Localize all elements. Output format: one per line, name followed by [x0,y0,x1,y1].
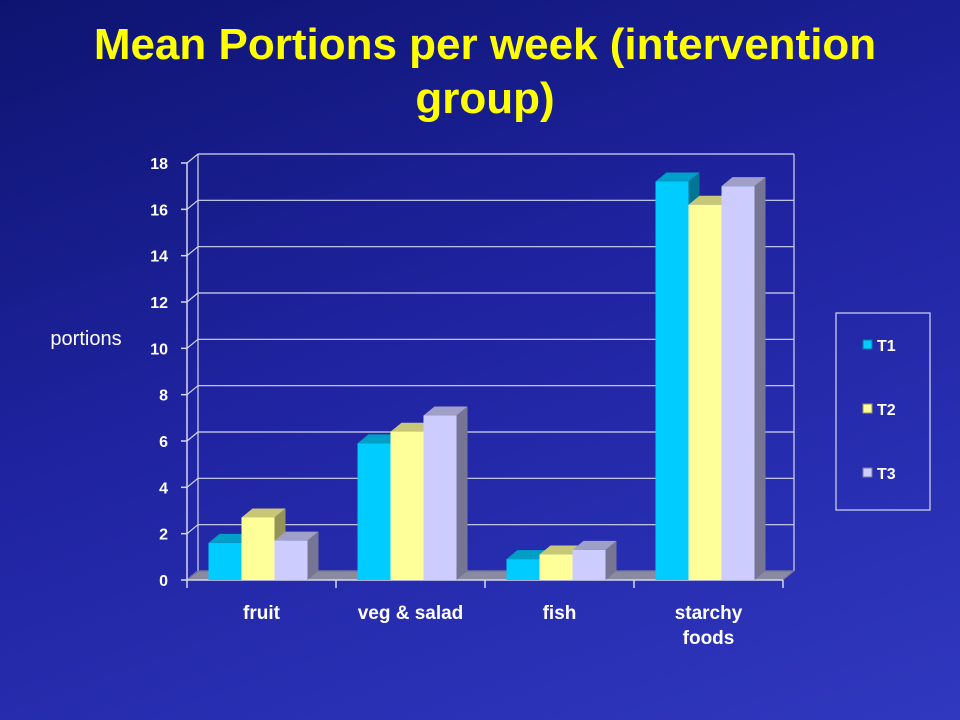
bar-front-face [506,559,540,580]
bar-front-face [655,181,689,581]
y-tick-label: 12 [150,295,168,312]
legend-swatch [862,339,873,350]
bar-front-face [241,517,275,580]
chart-title: Mean Portions per week (intervention gro… [93,20,877,123]
bar-side-face [456,406,468,580]
x-tick-label: starchy [675,603,743,624]
bar-front-face [572,549,606,580]
bar-front-face [357,443,391,580]
gridline-depth [186,431,199,442]
y-tick-label: 8 [159,388,168,405]
bar-front-face [688,204,722,580]
bar-top-face [572,540,617,550]
y-tick-label: 2 [159,527,168,544]
bar-front-face [721,186,755,580]
gridline-depth [186,292,199,303]
bar-front-face [390,431,424,580]
y-axis-label: portions [50,328,121,350]
bar-side-face [605,540,617,580]
gridline-depth [186,153,199,164]
y-tick-label: 0 [159,573,168,590]
bar-side-face [307,531,319,580]
plot-area: 0 2 4 6 8 10 12 14 16 18 fruit veg & salad fish starc… [150,153,796,649]
legend-item-t1: T1 [862,338,896,355]
bar-side-face [754,177,766,580]
bar-top-face [274,531,319,541]
legend-item-t3: T3 [862,466,896,483]
bar-t3-1 [423,406,468,580]
y-tick-label: 6 [159,434,168,451]
gridline-depth [186,199,199,210]
gridline-depth [186,477,199,488]
legend-label: T3 [877,466,896,483]
gridline-depth [186,338,199,349]
bar-t3-3 [721,177,766,580]
bar-top-face [721,177,766,187]
legend-swatch [862,403,873,414]
legend-swatch [862,467,873,478]
legend: T1 T2 T3 [835,312,931,511]
legend-box [835,312,931,511]
bar-t3-0 [274,531,319,580]
bar-t3-2 [572,540,617,580]
gridline-depth [186,385,199,396]
bar-front-face [423,415,457,580]
bar-top-face [655,172,700,182]
y-tick-label: 4 [159,480,168,497]
gridline-depth [186,524,199,535]
y-tick-label: 10 [150,341,168,358]
x-tick-label: fruit [243,603,281,624]
x-tick-label: foods [683,628,735,649]
y-tick-label: 16 [150,202,168,219]
y-tick-label: 18 [150,156,168,173]
bar-front-face [539,554,573,580]
legend-label: T1 [877,338,896,355]
legend-label: T2 [877,402,896,419]
y-tick-label: 14 [150,249,168,266]
bar-front-face [274,540,308,580]
x-tick-label: veg & salad [358,603,464,624]
gridline-depth [186,246,199,257]
legend-item-t2: T2 [862,402,896,419]
x-tick-label: fish [543,603,577,624]
bar-top-face [241,508,286,518]
bar-front-face [208,542,242,580]
bar-top-face [423,406,468,416]
